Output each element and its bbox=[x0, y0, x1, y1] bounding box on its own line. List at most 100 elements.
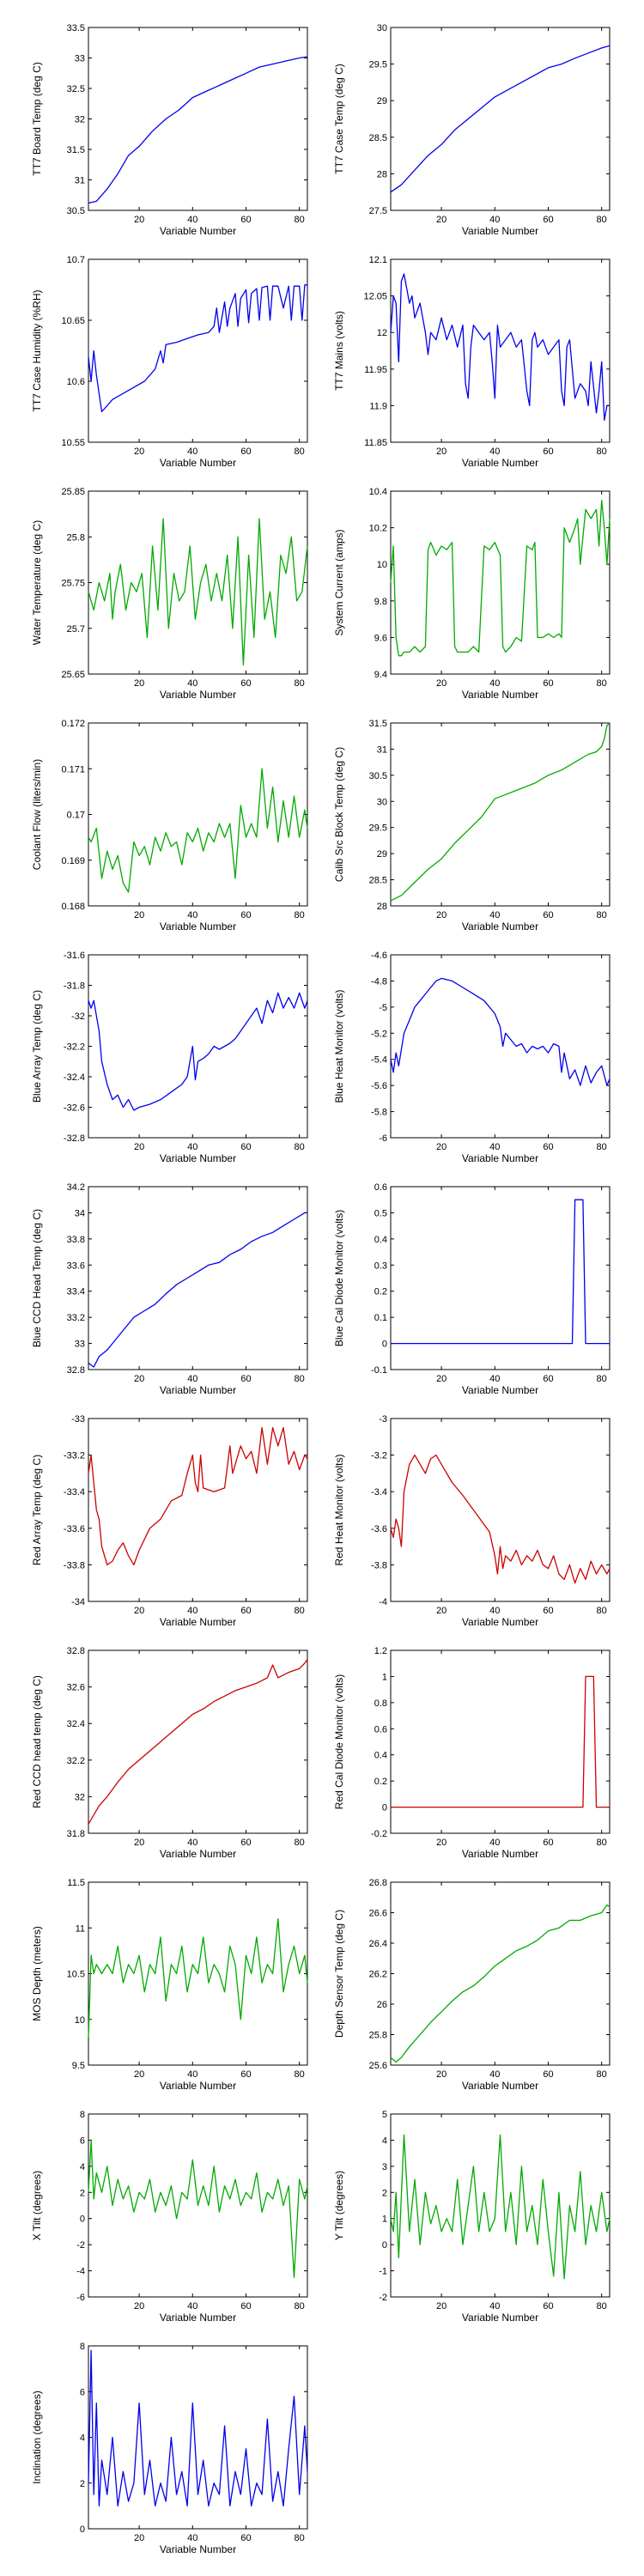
y-tick-label: -33.8 bbox=[64, 1560, 85, 1571]
y-tick-label: -32.2 bbox=[64, 1042, 85, 1053]
chart-9: 20 40 60 80 -32.8 -32.6 -32.4 -32.2 -32 -31.8 -31.… bbox=[31, 951, 308, 1164]
y-tick-label: 10.7 bbox=[67, 255, 85, 265]
y-tick-label: 26.2 bbox=[369, 1970, 387, 1980]
chart-8: 20 40 60 80 28 28.5 29 29.5 30 30.5 31 31.5 Variable… bbox=[333, 719, 611, 933]
y-tick-label: -31.8 bbox=[64, 981, 85, 992]
x-tick-label: 80 bbox=[597, 2301, 607, 2312]
y-tick-label: 28 bbox=[377, 902, 387, 912]
y-tick-label: 0.3 bbox=[374, 1261, 387, 1271]
x-tick-label: 20 bbox=[134, 2533, 144, 2543]
y-tick-label: 33 bbox=[75, 54, 85, 64]
y-tick-label: 34.2 bbox=[67, 1182, 85, 1193]
series-line bbox=[391, 1199, 610, 1345]
x-tick-label: 60 bbox=[240, 1606, 251, 1616]
x-tick-label: 60 bbox=[240, 1374, 251, 1384]
series-line bbox=[390, 273, 610, 422]
plot-area bbox=[88, 722, 308, 907]
y-tick-label: 33.4 bbox=[67, 1287, 85, 1297]
y-tick-label: 1.2 bbox=[374, 1646, 387, 1656]
x-tick-label: 60 bbox=[240, 447, 251, 457]
chart-13: 20 40 60 80 -34 -33.8 -33.6 -33.4 -33.2 -33 Variab… bbox=[31, 1414, 308, 1628]
y-tick-label: -1 bbox=[379, 2267, 387, 2277]
y-tick-label: -0.2 bbox=[371, 1829, 387, 1839]
chart-5: 20 40 60 80 25.65 25.7 25.75 25.8 25.85 Variable … bbox=[31, 487, 308, 701]
series-line bbox=[390, 1904, 611, 2063]
x-tick-label: 60 bbox=[543, 1606, 553, 1616]
series-line bbox=[88, 1212, 307, 1368]
x-tick-label: 60 bbox=[240, 215, 251, 225]
x-tick-label: 40 bbox=[187, 1606, 197, 1616]
y-tick-label: -3.8 bbox=[371, 1560, 387, 1571]
series-line bbox=[390, 500, 611, 657]
y-tick-label: -32.4 bbox=[64, 1072, 85, 1083]
plot-area bbox=[390, 954, 611, 1139]
x-tick-label: 80 bbox=[295, 1374, 305, 1384]
x-axis-label: Variable Number bbox=[462, 2080, 538, 2092]
x-tick-label: 80 bbox=[597, 2069, 607, 2080]
x-tick-label: 40 bbox=[489, 215, 500, 225]
x-tick-label: 20 bbox=[436, 1606, 447, 1616]
x-tick-label: 80 bbox=[597, 215, 607, 225]
y-tick-label: 33.5 bbox=[67, 23, 85, 33]
x-tick-label: 40 bbox=[489, 910, 500, 920]
y-tick-label: 0 bbox=[80, 2524, 85, 2535]
y-tick-label: 33 bbox=[75, 1340, 85, 1350]
series-line bbox=[88, 768, 308, 893]
x-axis-label: Variable Number bbox=[160, 1616, 236, 1628]
y-tick-label: 32.4 bbox=[67, 1719, 85, 1729]
y-tick-label: 0 bbox=[382, 1803, 387, 1814]
x-tick-label: 80 bbox=[295, 1142, 305, 1152]
y-axis-label: TT7 Case Temp (deg C) bbox=[333, 64, 345, 174]
y-tick-label: 0.171 bbox=[61, 764, 85, 775]
x-tick-label: 20 bbox=[134, 1142, 144, 1152]
x-tick-label: 60 bbox=[543, 1142, 553, 1152]
x-tick-label: 40 bbox=[489, 1142, 500, 1152]
y-tick-label: 4 bbox=[80, 2162, 85, 2172]
x-tick-label: 40 bbox=[489, 1838, 500, 1848]
y-tick-label: 28.5 bbox=[369, 133, 387, 143]
x-tick-label: 40 bbox=[187, 1374, 197, 1384]
x-tick-label: 40 bbox=[187, 1838, 197, 1848]
x-tick-label: 60 bbox=[543, 678, 553, 689]
x-tick-label: 40 bbox=[489, 447, 500, 457]
y-axis-label: TT7 Case Humidity (%RH) bbox=[31, 289, 43, 411]
chart-15: 20 40 60 80 31.8 32 32.2 32.4 32.6 32.8 Variable N… bbox=[31, 1646, 308, 1860]
y-tick-label: -5.4 bbox=[371, 1055, 387, 1066]
x-tick-label: 40 bbox=[187, 2533, 197, 2543]
x-tick-label: 60 bbox=[240, 678, 251, 689]
y-tick-label: 0.6 bbox=[374, 1724, 387, 1735]
y-tick-label: -5 bbox=[379, 1003, 387, 1013]
chart-2: 20 40 60 80 27.5 28 28.5 29 29.5 30 Variable Numbe… bbox=[333, 23, 611, 237]
x-tick-label: 40 bbox=[187, 2069, 197, 2080]
y-tick-label: 31 bbox=[377, 744, 387, 755]
y-tick-label: 3 bbox=[382, 2162, 387, 2172]
x-tick-label: 80 bbox=[597, 1606, 607, 1616]
y-tick-label: 30 bbox=[377, 23, 387, 33]
y-tick-label: 9.8 bbox=[374, 597, 387, 607]
x-axis-label: Variable Number bbox=[160, 1848, 236, 1860]
y-tick-label: 33.2 bbox=[67, 1313, 85, 1323]
y-tick-label: 11.95 bbox=[364, 365, 387, 375]
y-tick-label: -5.2 bbox=[371, 1029, 387, 1039]
x-tick-label: 40 bbox=[489, 1606, 500, 1616]
x-axis-label: Variable Number bbox=[160, 689, 236, 701]
chart-19: 20 40 60 80 -6 -4 -2 0 2 4 6 8 Variable Number X Tilt… bbox=[31, 2110, 308, 2324]
x-axis-label: Variable Number bbox=[462, 2312, 538, 2324]
chart-4: 20 40 60 80 11.85 11.9 11.95 12 12.05 12.1 Variabl… bbox=[333, 255, 611, 469]
x-axis-label: Variable Number bbox=[160, 1384, 236, 1396]
y-tick-label: 0.2 bbox=[374, 1777, 387, 1787]
x-tick-label: 20 bbox=[134, 678, 144, 689]
y-tick-label: 8 bbox=[80, 2342, 85, 2352]
y-tick-label: 10.6 bbox=[67, 377, 85, 387]
y-tick-label: 29 bbox=[377, 849, 387, 860]
y-tick-label: 25.85 bbox=[61, 487, 85, 497]
series-line bbox=[88, 2139, 308, 2278]
series-line bbox=[88, 2349, 308, 2507]
series-line bbox=[88, 1426, 308, 1566]
x-tick-label: 80 bbox=[295, 910, 305, 920]
x-tick-label: 20 bbox=[436, 215, 447, 225]
y-tick-label: 12 bbox=[377, 328, 387, 338]
y-tick-label: 34 bbox=[75, 1208, 85, 1218]
y-tick-label: -33.2 bbox=[64, 1451, 85, 1461]
